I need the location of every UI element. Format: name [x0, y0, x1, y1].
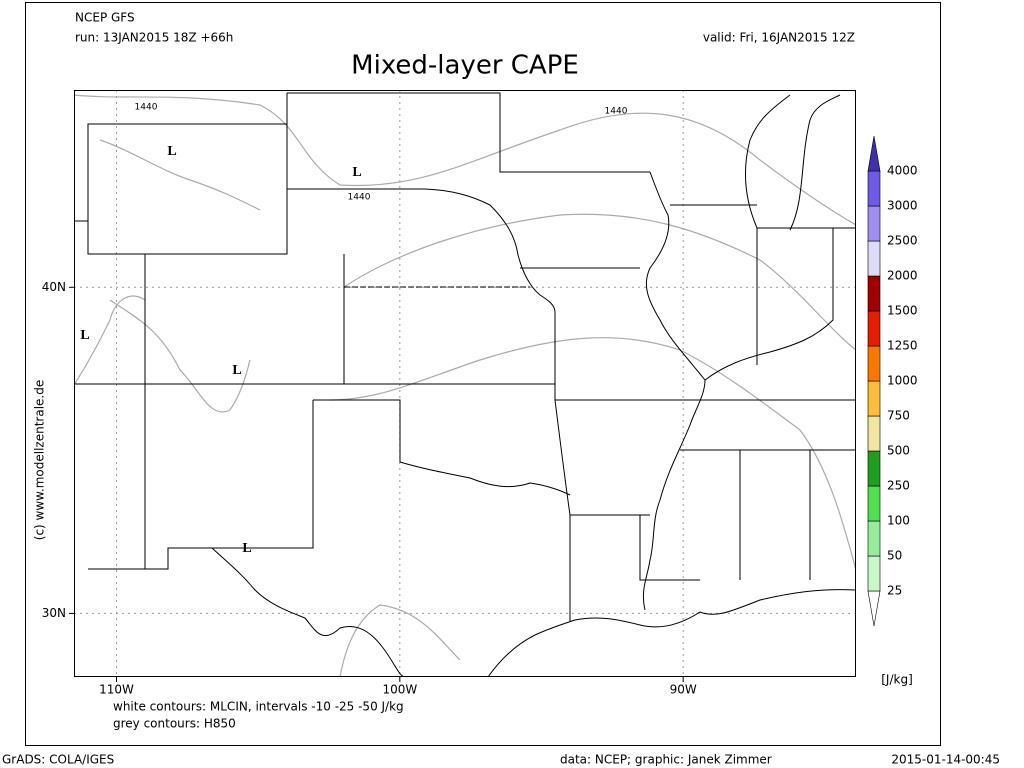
footer-source: data: NCEP; graphic: Janek Zimmer — [560, 753, 772, 767]
colorbar-label: 1500 — [887, 304, 918, 318]
lake-michigan-shore — [745, 94, 841, 231]
colorbar-label: 250 — [887, 479, 910, 493]
colorbar-segment — [867, 485, 881, 522]
footer-timestamp: 2015-01-14-00:45 — [891, 753, 1000, 767]
state-border — [670, 204, 856, 381]
lon-tick-label: 90W — [670, 683, 697, 697]
contour-label: 1440 — [605, 107, 628, 117]
h850-contour — [74, 94, 856, 226]
colorbar-label: 25 — [887, 584, 902, 598]
colorbar-label: 1250 — [887, 339, 918, 353]
low-pressure-label: L — [352, 165, 361, 180]
colorbar-segment — [867, 275, 881, 312]
colorbar-label: 100 — [887, 514, 910, 528]
colorbar-segment — [867, 345, 881, 382]
colorbar-segment — [867, 380, 881, 417]
h850-contour — [329, 337, 856, 571]
lat-tick-label: 40N — [42, 280, 66, 294]
colorbar-label: 2500 — [887, 234, 918, 248]
map-content — [74, 90, 856, 677]
colorbar-label: 50 — [887, 549, 902, 563]
contour-label: 1440 — [135, 103, 158, 113]
colorbar-unit: [J/kg] — [881, 673, 913, 687]
h850-contour — [109, 299, 251, 413]
h850-contour — [74, 295, 146, 386]
state-border — [88, 254, 314, 570]
model-name: NCEP GFS — [75, 11, 135, 25]
coastline — [211, 547, 856, 677]
state-border — [74, 254, 555, 385]
low-pressure-label: L — [232, 363, 241, 378]
lon-tick-label: 100W — [382, 683, 417, 697]
lat-tick-label: 30N — [42, 606, 66, 620]
colorbar-segment — [867, 520, 881, 557]
credit: (c) www.modellzentrale.de — [33, 380, 47, 540]
map-title: Mixed-layer CAPE — [351, 51, 579, 81]
colorbar-label: 2000 — [887, 269, 918, 283]
colorbar-segment — [867, 555, 881, 592]
map-frame — [74, 90, 856, 677]
state-border — [87, 123, 288, 255]
run-time: run: 13JAN2015 18Z +66h — [75, 31, 233, 45]
colorbar-label: 4000 — [887, 164, 918, 178]
low-pressure-label: L — [80, 328, 89, 343]
colorbar-segment — [867, 415, 881, 452]
colorbar-segment — [867, 240, 881, 277]
note: white contours: MLCIN, intervals -10 -25… — [113, 700, 404, 714]
low-pressure-label: L — [242, 541, 251, 556]
lon-tick-label: 110W — [99, 683, 134, 697]
colorbar-label: 500 — [887, 444, 910, 458]
state-border — [555, 399, 856, 581]
state-border — [424, 188, 640, 400]
colorbar-over — [867, 135, 881, 172]
note: grey contours: H850 — [113, 717, 236, 731]
h850-contour — [99, 139, 261, 211]
colorbar-label: 3000 — [887, 199, 918, 213]
contour-label: 1440 — [348, 193, 371, 203]
state-boundaries — [74, 92, 856, 677]
state-border — [313, 399, 650, 622]
colorbar-segment — [867, 310, 881, 347]
colorbar: 25 50 100 250 500 750 1000 1250 1500 2000 2500 3000… — [867, 135, 918, 627]
colorbar-label: 750 — [887, 409, 910, 423]
mississippi-river — [642, 171, 706, 611]
state-border — [286, 92, 650, 190]
colorbar-segment — [867, 205, 881, 242]
outer-frame — [25, 2, 941, 746]
colorbar-under — [867, 590, 881, 627]
colorbar-segment — [867, 450, 881, 487]
map: 110W 100W 90W 40N 30N L L L L L 1440 1440 1440 — [42, 90, 856, 697]
low-pressure-label: L — [167, 144, 176, 159]
valid-time: valid: Fri, 16JAN2015 12Z — [703, 31, 855, 45]
colorbar-segment — [867, 170, 881, 207]
h850-contours — [74, 94, 856, 677]
h850-contour — [343, 213, 856, 351]
footer-software: GrADS: COLA/IGES — [2, 753, 114, 767]
h850-contour — [339, 604, 461, 677]
colorbar-label: 1000 — [887, 374, 918, 388]
